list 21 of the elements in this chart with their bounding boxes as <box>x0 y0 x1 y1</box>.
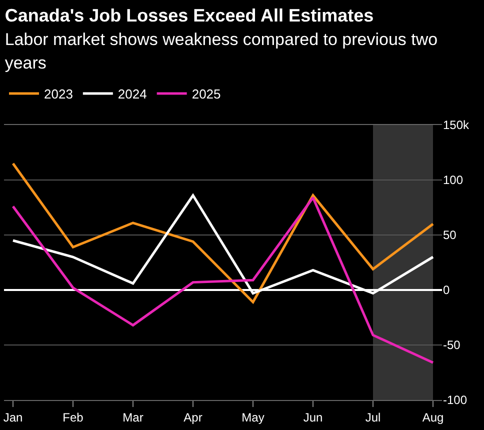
y-tick-label: 100 <box>443 173 464 188</box>
chart-subtitle: Labor market shows weakness compared to previous two years <box>4 30 438 72</box>
x-tick-label: May <box>242 410 264 424</box>
y-tick-label: -100 <box>443 393 468 408</box>
y-tick-label: 0 <box>443 283 450 298</box>
x-tick-label: Jun <box>303 410 323 424</box>
legend-label: 2023 <box>44 86 73 102</box>
y-tick-label: 150k <box>443 118 470 132</box>
y-tick-label: -50 <box>443 338 461 352</box>
line-series <box>12 196 434 364</box>
legend-label: 2024 <box>118 86 147 102</box>
chart-title: Canada's Job Losses Exceed All Estimates <box>4 6 374 26</box>
x-tick-label: Mar <box>122 410 144 424</box>
x-tick-label: Jul <box>365 410 381 424</box>
legend-label: 2025 <box>192 86 221 102</box>
x-tick-label: Apr <box>184 410 202 424</box>
y-tick-label: 50 <box>443 228 457 242</box>
line-series <box>12 162 434 304</box>
x-tick-label: Feb <box>62 410 84 424</box>
x-tick-label: Jan <box>3 410 23 424</box>
x-tick-label: Aug <box>422 410 444 424</box>
